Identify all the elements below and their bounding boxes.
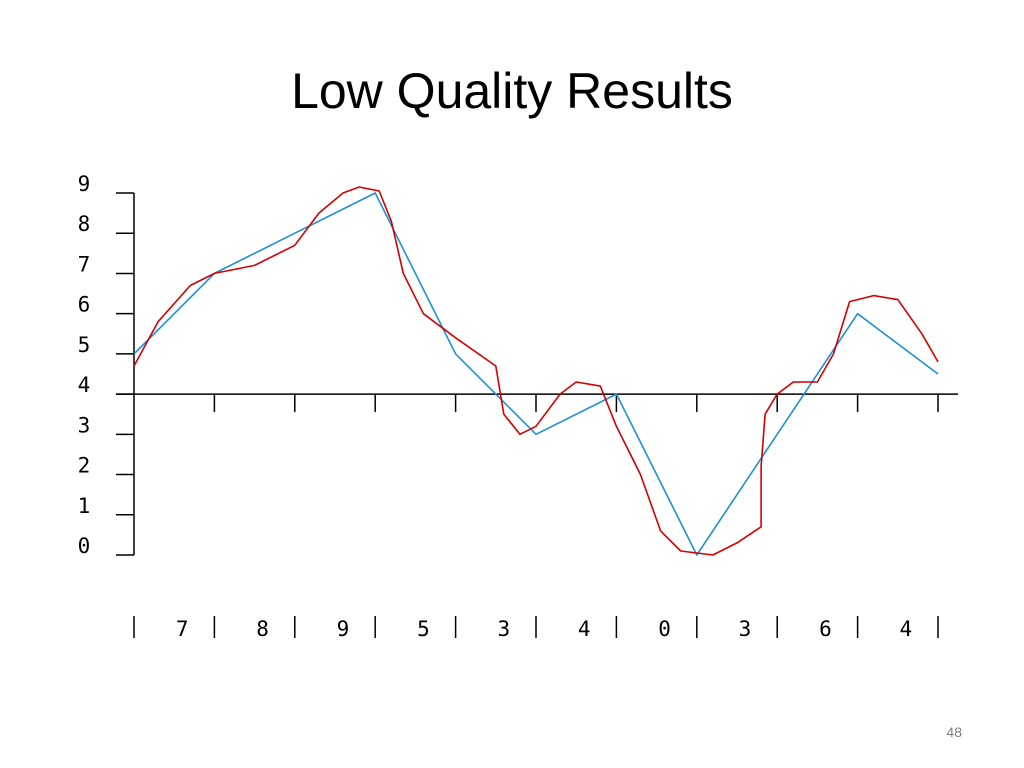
y-tick-label: 9 [78, 172, 91, 196]
y-tick-label: 4 [78, 373, 91, 397]
y-tick-label: 6 [78, 293, 91, 317]
category-label: 5 [417, 617, 430, 641]
series-line-1 [133, 192, 939, 556]
y-tick-label: 5 [78, 333, 91, 357]
y-axis: 0 1 2 3 4 5 6 7 8 9 [78, 172, 135, 558]
category-label: 9 [337, 617, 350, 641]
x-axis [116, 393, 958, 413]
y-tick-label: 1 [78, 494, 91, 518]
y-tick-label: 0 [78, 534, 91, 558]
category-label: 0 [658, 617, 671, 641]
y-tick-label: 8 [78, 212, 91, 236]
series-layer [133, 186, 939, 556]
series-line-2 [133, 186, 939, 556]
category-label: 7 [176, 617, 189, 641]
category-label: 8 [256, 617, 269, 641]
category-label: 4 [899, 617, 912, 641]
category-label: 6 [819, 617, 832, 641]
category-label: 4 [578, 617, 591, 641]
y-tick-label: 7 [78, 252, 91, 276]
category-label: 3 [739, 617, 752, 641]
category-label: 3 [497, 617, 510, 641]
slide-title: Low Quality Results [291, 63, 733, 119]
page-number: 48 [946, 724, 962, 740]
y-tick-label: 3 [78, 413, 91, 437]
y-tick-label: 2 [78, 454, 91, 478]
category-row: 7 8 9 5 3 4 0 3 6 4 [133, 616, 939, 641]
